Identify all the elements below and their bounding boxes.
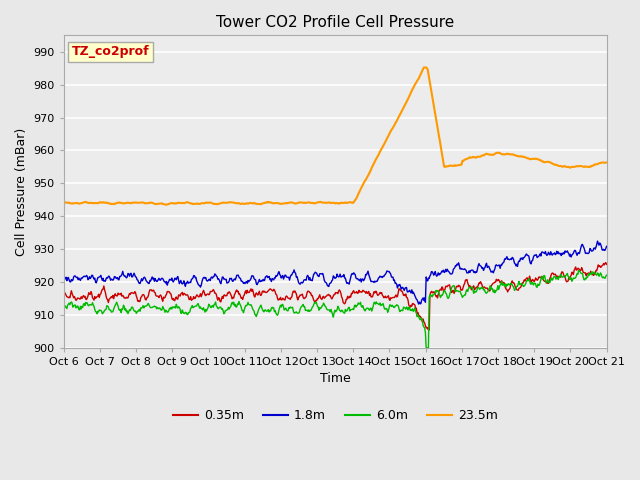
Title: Tower CO2 Profile Cell Pressure: Tower CO2 Profile Cell Pressure: [216, 15, 454, 30]
X-axis label: Time: Time: [320, 372, 351, 385]
Text: TZ_co2prof: TZ_co2prof: [72, 45, 150, 59]
Legend: 0.35m, 1.8m, 6.0m, 23.5m: 0.35m, 1.8m, 6.0m, 23.5m: [168, 404, 503, 427]
Y-axis label: Cell Pressure (mBar): Cell Pressure (mBar): [15, 128, 28, 256]
